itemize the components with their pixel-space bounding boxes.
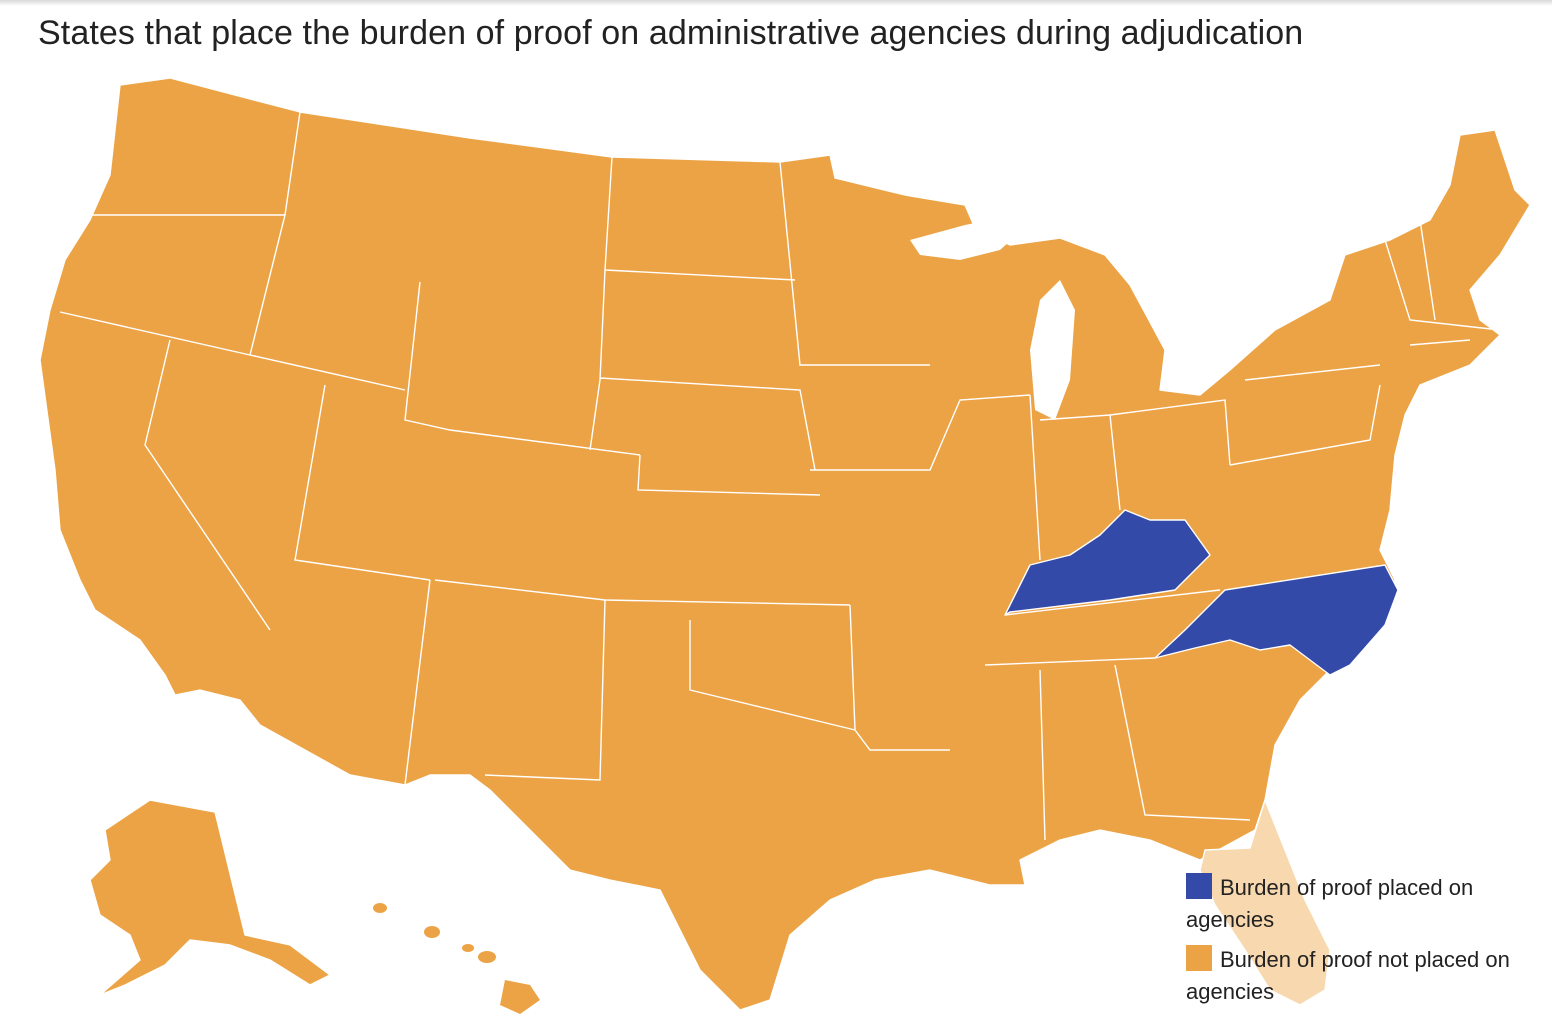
top-shadow-bar (0, 0, 1552, 6)
legend-label-not-placed: Burden of proof not placed on agencies (1186, 947, 1510, 1004)
great-lakes (910, 220, 1075, 420)
legend-item-not-placed: Burden of proof not placed on agencies (1186, 944, 1526, 1008)
state-borders (59, 111, 1501, 841)
state-hawaii[interactable] (373, 903, 540, 1014)
legend-swatch-placed (1186, 873, 1212, 899)
state-florida[interactable] (1199, 799, 1331, 1006)
state-alaska[interactable] (89, 799, 331, 996)
legend-label-placed: Burden of proof placed on agencies (1186, 875, 1474, 932)
state-kentucky[interactable] (1004, 509, 1211, 616)
legend-swatch-not-placed (1186, 945, 1212, 971)
map-title: States that place the burden of proof on… (38, 14, 1304, 52)
state-base-landmass (39, 77, 1531, 1011)
map-legend: Burden of proof placed on agencies Burde… (1186, 872, 1526, 1016)
state-north-carolina[interactable] (1154, 564, 1399, 676)
legend-item-placed: Burden of proof placed on agencies (1186, 872, 1526, 936)
